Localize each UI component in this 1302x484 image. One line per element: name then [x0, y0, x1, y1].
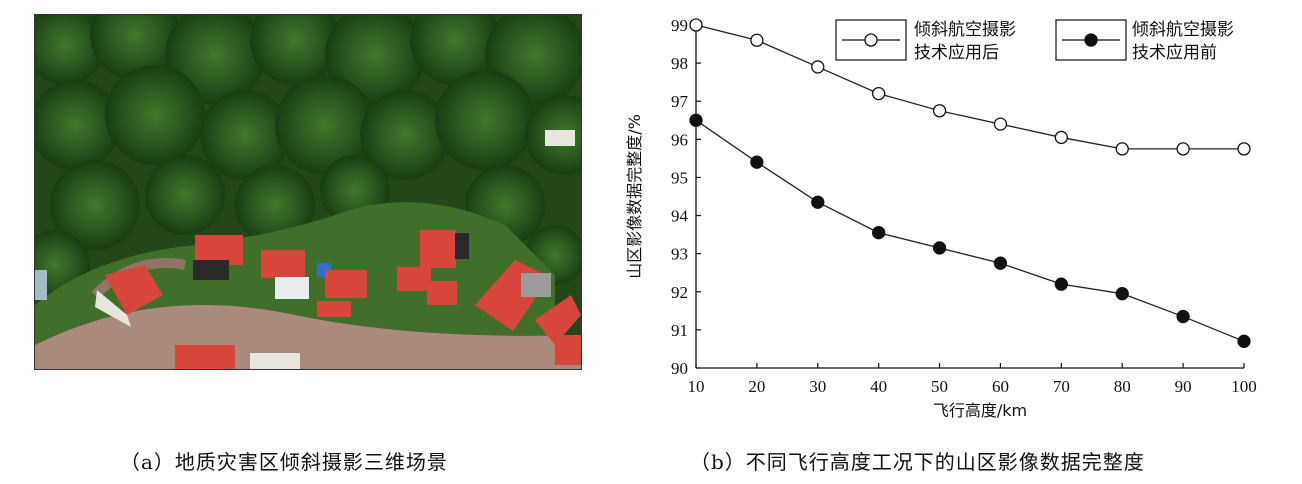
x-tick-label: 90 — [1175, 377, 1192, 396]
legend-marker-0 — [864, 33, 878, 47]
series-0-point — [993, 117, 1008, 131]
series-1-point — [1176, 309, 1190, 324]
series-1-point — [1115, 287, 1129, 301]
series-1-point — [993, 256, 1008, 270]
x-tick-label: 30 — [809, 377, 826, 396]
series-0-point — [750, 33, 764, 47]
legend-marker-1 — [1084, 33, 1098, 47]
series-1-point — [872, 226, 886, 240]
x-tick-label: 10 — [688, 377, 705, 396]
line-chart-svg: 90 91 92 93 94 95 96 97 98 99 10 20 30 40 50 60 70 80 90 10… — [625, 16, 1257, 420]
series-0-point — [1115, 142, 1129, 156]
y-tick-label: 92 — [671, 283, 688, 302]
legend-label-0-line2: 技术应用后 — [914, 43, 999, 63]
series-0-point — [689, 18, 703, 32]
legend-label-1-line1: 倾斜航空摄影 — [1132, 20, 1234, 40]
x-tick-label: 20 — [748, 377, 765, 396]
series-1-point — [932, 241, 947, 255]
legend-label-1-line2: 技术应用前 — [1132, 43, 1217, 63]
series-0-point — [872, 86, 886, 101]
series-1-point — [1054, 277, 1068, 291]
x-tick-label: 70 — [1053, 377, 1070, 396]
series-1-point — [750, 155, 764, 169]
legend-label-0-line1: 倾斜航空摄影 — [914, 20, 1016, 40]
series-line-1 — [695, 119, 1245, 342]
x-tick-label: 80 — [1114, 377, 1131, 396]
caption-a: （a）地质灾害区倾斜摄影三维场景 — [120, 450, 448, 474]
y-tick-label: 91 — [671, 321, 688, 340]
series-line-0 — [695, 24, 1244, 150]
y-tick-label: 90 — [671, 359, 688, 378]
y-tick-label: 99 — [671, 16, 688, 35]
series-0-point — [932, 104, 947, 118]
y-tick-label: 96 — [671, 130, 688, 149]
series-1-point — [811, 195, 825, 209]
y-tick-label: 98 — [671, 54, 688, 73]
y-tick-label: 94 — [671, 207, 689, 226]
series-0-point — [1237, 142, 1251, 156]
y-tick-label: 97 — [671, 92, 689, 111]
series-0-point — [1176, 142, 1190, 156]
series-0-point — [811, 60, 825, 74]
x-tick-label: 60 — [992, 377, 1009, 396]
y-axis-label: 山区影像数据完整度/% — [625, 114, 644, 279]
x-tick-label: 40 — [870, 377, 887, 396]
x-tick-label: 100 — [1231, 377, 1257, 396]
aerial-photo-graphic — [35, 15, 581, 369]
series-1-point — [1237, 334, 1251, 348]
caption-b: （b）不同飞行高度工况下的山区影像数据完整度 — [690, 450, 1145, 474]
x-tick-label: 50 — [931, 377, 948, 396]
series-1-point — [689, 113, 703, 127]
aerial-oblique-photo — [34, 14, 582, 370]
series-0-point — [1054, 130, 1068, 145]
completeness-chart: 90 91 92 93 94 95 96 97 98 99 10 20 30 40 50 60 70 80 90 10… — [616, 0, 1296, 434]
y-tick-label: 95 — [671, 168, 688, 187]
x-axis-label: 飞行高度/km — [933, 401, 1027, 420]
y-tick-label: 93 — [671, 245, 688, 264]
